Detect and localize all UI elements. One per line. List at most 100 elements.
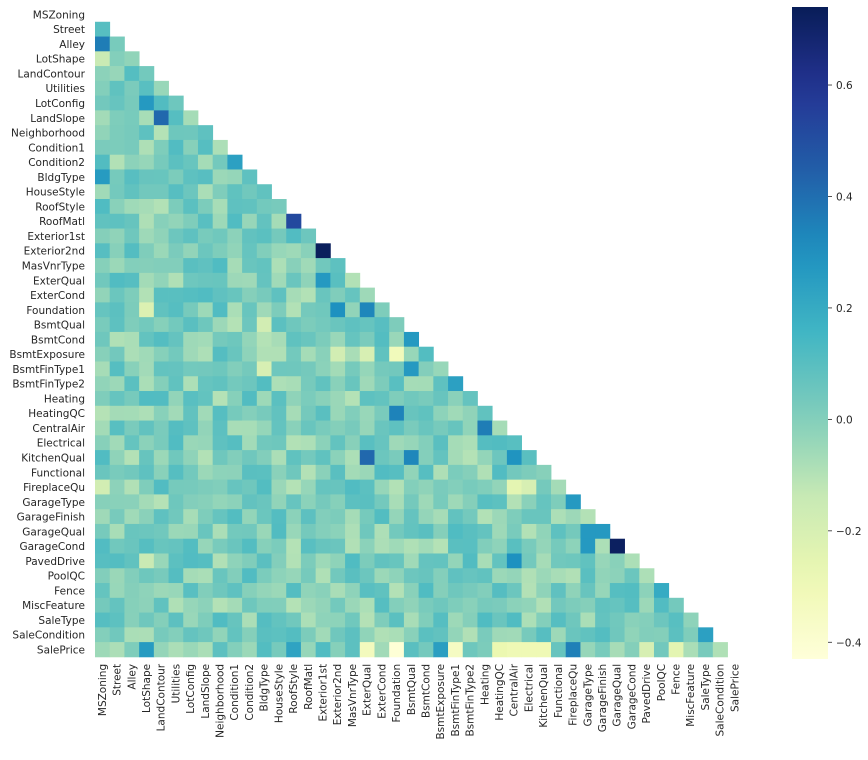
y-tick-label: Functional: [31, 467, 85, 479]
heatmap-cell: [286, 435, 302, 451]
heatmap-cell: [212, 420, 228, 436]
heatmap-cell: [242, 258, 258, 274]
y-tick-label: ExterQual: [33, 275, 85, 287]
heatmap-cell: [242, 642, 258, 658]
heatmap-cell: [521, 479, 537, 495]
heatmap-cell: [536, 523, 552, 540]
heatmap-cell: [242, 317, 258, 333]
heatmap-cell: [609, 583, 625, 599]
heatmap-cell: [183, 568, 199, 584]
heatmap-cell: [668, 597, 684, 613]
heatmap-cell: [242, 391, 258, 407]
heatmap-cell: [124, 95, 140, 111]
heatmap-cell: [330, 376, 346, 392]
heatmap-cell: [197, 612, 214, 628]
heatmap-cell: [345, 597, 361, 613]
heatmap-cell: [95, 494, 111, 510]
heatmap-cell: [345, 523, 361, 540]
heatmap-cell: [315, 243, 331, 259]
y-tick-label: KitchenQual: [21, 452, 85, 464]
heatmap-cell: [109, 479, 125, 495]
heatmap-cell: [242, 243, 258, 259]
heatmap-cell: [403, 509, 420, 525]
y-tick-label: LandSlope: [30, 113, 85, 125]
heatmap-cell: [139, 523, 155, 540]
heatmap-cell: [315, 302, 331, 318]
heatmap-cell: [374, 642, 390, 658]
x-tick-label: Condition2: [244, 664, 256, 721]
x-tick-label: PavedDrive: [641, 664, 653, 724]
heatmap-cell: [109, 597, 125, 613]
heatmap-cell: [227, 523, 243, 540]
heatmap-cell: [256, 450, 272, 466]
heatmap-cell: [448, 376, 464, 392]
heatmap-cell: [124, 435, 140, 451]
heatmap-cell: [153, 627, 169, 643]
heatmap-cell: [286, 494, 302, 510]
heatmap-cell: [345, 450, 361, 466]
heatmap-cell: [242, 464, 258, 481]
heatmap-cell: [315, 376, 331, 392]
heatmap-cell: [300, 627, 317, 643]
heatmap-cell: [153, 139, 169, 156]
heatmap-cell: [212, 494, 228, 510]
heatmap-cell: [109, 391, 125, 407]
heatmap-cell: [153, 287, 169, 303]
heatmap-cell: [462, 553, 478, 569]
heatmap-cell: [595, 642, 611, 658]
x-tick-label: RoofMatl: [303, 664, 315, 710]
heatmap-cell: [536, 612, 552, 628]
heatmap-cell: [139, 553, 155, 569]
heatmap-cell: [139, 450, 155, 466]
heatmap-cell: [315, 642, 331, 658]
heatmap-cell: [300, 553, 317, 569]
heatmap-cell: [315, 494, 331, 510]
heatmap-cell: [124, 213, 140, 229]
heatmap-cell: [492, 464, 508, 481]
y-tick-label: Condition2: [28, 157, 85, 169]
heatmap-cell: [124, 169, 140, 185]
heatmap-cell: [286, 523, 302, 540]
x-tick-label: RoofStyle: [288, 664, 300, 714]
heatmap-cell: [403, 553, 420, 569]
heatmap-cell: [124, 346, 140, 362]
heatmap-cell: [124, 317, 140, 333]
heatmap-cell: [448, 627, 464, 643]
heatmap-cell: [109, 361, 125, 377]
heatmap-cell: [212, 228, 228, 244]
heatmap-cell: [242, 405, 258, 421]
heatmap-cell: [374, 509, 390, 525]
heatmap-cell: [242, 450, 258, 466]
heatmap-cell: [551, 627, 567, 643]
heatmap-cell: [624, 583, 640, 599]
heatmap-cell: [300, 391, 317, 407]
heatmap-cell: [256, 243, 272, 259]
heatmap-cell: [418, 494, 434, 510]
heatmap-cell: [183, 627, 199, 643]
heatmap-cell: [124, 258, 140, 274]
heatmap-cell: [609, 568, 625, 584]
heatmap-cell: [124, 272, 140, 289]
heatmap-cell: [256, 464, 272, 481]
heatmap-cell: [271, 464, 287, 481]
heatmap-cell: [109, 287, 125, 303]
heatmap-cell: [168, 420, 184, 436]
heatmap-cell: [95, 317, 111, 333]
heatmap-cell: [95, 568, 111, 584]
heatmap-cell: [433, 479, 449, 495]
heatmap-cell: [506, 479, 522, 495]
heatmap-cell: [315, 568, 331, 584]
heatmap-cell: [168, 538, 184, 554]
heatmap-cell: [256, 494, 272, 510]
heatmap-cell: [95, 450, 111, 466]
heatmap-cell: [109, 435, 125, 451]
heatmap-cell: [418, 523, 434, 540]
heatmap-cell: [551, 523, 567, 540]
heatmap-cell: [124, 450, 140, 466]
heatmap-cell: [448, 523, 464, 540]
heatmap-cell: [300, 331, 317, 348]
heatmap-cell: [639, 612, 655, 628]
heatmap-cell: [109, 420, 125, 436]
heatmap-cell: [286, 420, 302, 436]
heatmap-cell: [345, 509, 361, 525]
